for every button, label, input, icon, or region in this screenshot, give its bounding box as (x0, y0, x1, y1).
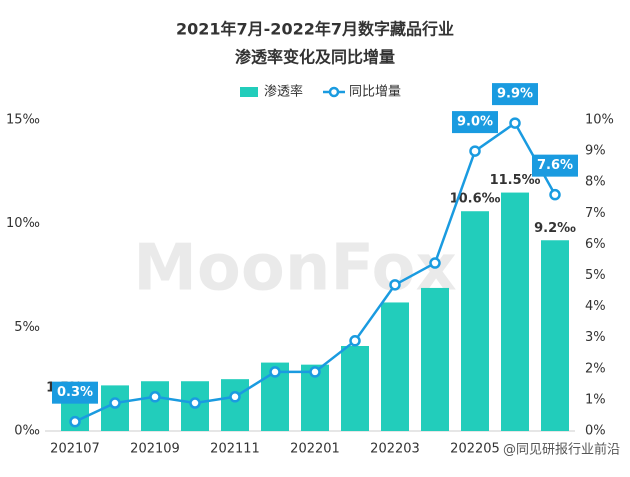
value-label-box (492, 83, 538, 106)
x-tick-label: 202205 (450, 442, 500, 457)
y2-tick-label: 10% (585, 113, 614, 128)
line-point (469, 145, 481, 157)
x-tick-label: 202111 (210, 442, 260, 457)
line-point (549, 188, 561, 201)
y2-tick-label: 7% (585, 206, 606, 221)
y-tick-label: 0‰ (14, 424, 40, 439)
line-value-label: 0.3% (57, 385, 93, 400)
bar (461, 211, 489, 431)
bar-value-label: 10.6‰ (450, 192, 501, 207)
bar (341, 345, 369, 431)
line-value-label: 9.0% (457, 115, 493, 130)
line-point (149, 391, 161, 403)
line-point (389, 279, 401, 291)
y-tick-label: 10‰ (6, 216, 40, 231)
x-tick-label: 202107 (50, 442, 100, 457)
y-tick-label: 5‰ (14, 320, 40, 335)
watermark: MoonFox (133, 232, 457, 306)
bar (541, 240, 569, 431)
y2-tick-label: 1% (585, 392, 606, 407)
y2-tick-label: 3% (585, 330, 606, 345)
value-label-box (532, 154, 578, 177)
value-label-box (52, 381, 98, 404)
legend-label: 同比增量 (349, 85, 401, 100)
source-mark: @同见研报行业前沿 (503, 442, 620, 458)
bar (141, 381, 169, 431)
bar (501, 192, 529, 431)
x-tick-label: 202201 (290, 442, 340, 457)
y2-tick-label: 4% (585, 299, 606, 314)
line-point (229, 391, 241, 403)
y2-tick-label: 5% (585, 268, 606, 283)
y2-tick-label: 0% (585, 424, 606, 439)
y-tick-label: 15‰ (6, 113, 40, 128)
bar (421, 287, 449, 431)
bar (221, 379, 249, 431)
line-point (109, 397, 121, 409)
y2-tick-label: 8% (585, 175, 606, 190)
line-point (429, 257, 441, 269)
x-tick-label: 202109 (130, 442, 180, 457)
line-point (69, 415, 81, 428)
bar-value-label: 9.2‰ (534, 221, 576, 236)
chart-subtitle: 渗透率变化及同比增量 (235, 48, 395, 67)
bar-value-label: 11.5‰ (490, 173, 541, 188)
line-value-label: 7.6% (537, 158, 573, 173)
chart-title: 2021年7月-2022年7月数字藏品行业 (176, 20, 454, 39)
x-tick-label: 202203 (370, 442, 420, 457)
legend-label: 渗透率 (264, 84, 303, 100)
line-point (349, 335, 361, 347)
y2-tick-label: 9% (585, 144, 606, 159)
line-point (269, 366, 281, 378)
legend-swatch (328, 86, 340, 98)
line-point (309, 366, 321, 378)
bar (381, 302, 409, 431)
line-value-label: 9.9% (497, 87, 533, 102)
value-label-box (452, 111, 498, 134)
y2-tick-label: 2% (585, 361, 606, 376)
legend-swatch (240, 87, 258, 97)
y2-tick-label: 6% (585, 237, 606, 252)
line-point (509, 117, 521, 129)
line-point (189, 397, 201, 409)
